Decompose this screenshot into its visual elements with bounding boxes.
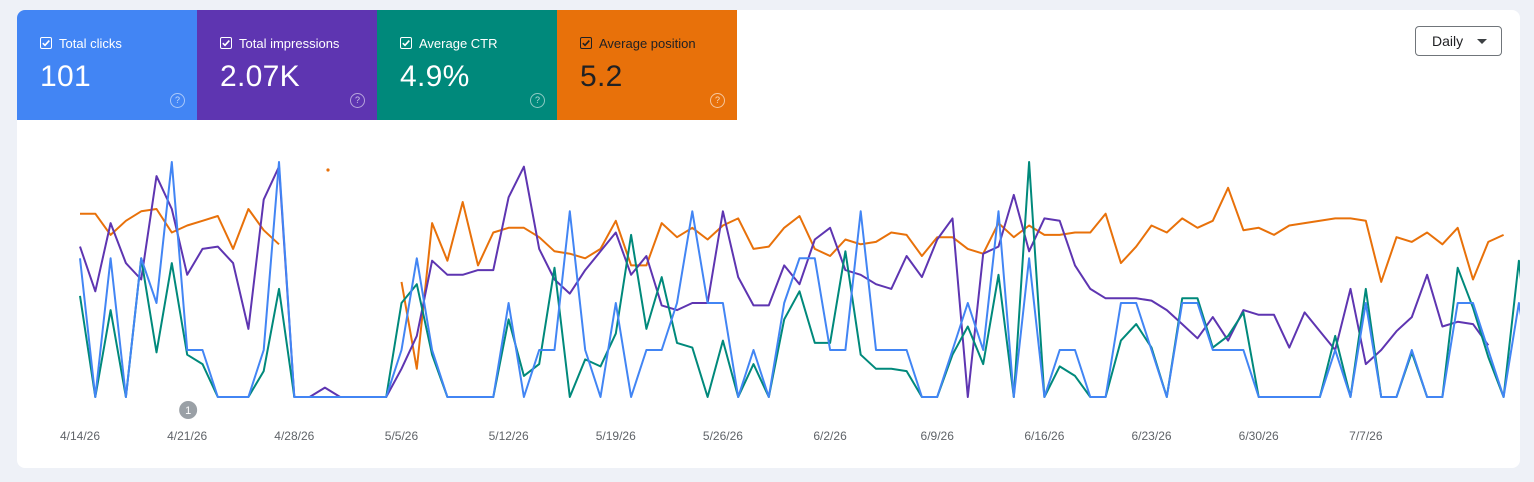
series-position-line-segment-2 (400, 186, 1505, 370)
metric-label: Total clicks (59, 35, 122, 51)
annotation-label: 1 (185, 405, 191, 417)
series-ctr-line (79, 161, 1520, 398)
performance-panel: Total clicks 101 ? Total impressions 2.0… (17, 10, 1520, 468)
x-tick-label: 7/7/26 (1349, 429, 1383, 443)
metric-label: Average CTR (419, 35, 498, 51)
dropdown-label: Daily (1432, 33, 1464, 49)
x-tick-label: 4/14/26 (60, 429, 100, 443)
x-tick-label: 6/16/26 (1024, 429, 1064, 443)
checkbox-checked-icon[interactable] (580, 37, 592, 49)
performance-chart[interactable]: 4/14/26 4/21/26 4/28/26 5/5/26 5/12/26 5/19/2… (17, 10, 1520, 468)
metric-card-clicks[interactable]: Total clicks 101 ? (17, 10, 197, 120)
metric-value: 101 (40, 60, 91, 93)
series-impressions-line (79, 165, 1490, 398)
caret-down-icon (1477, 39, 1487, 44)
metric-label: Average position (599, 35, 696, 51)
metric-card-impressions[interactable]: Total impressions 2.07K ? (197, 10, 377, 120)
series-position-point (326, 168, 330, 172)
metric-cards: Total clicks 101 ? Total impressions 2.0… (17, 10, 737, 120)
x-tick-label: 5/19/26 (596, 429, 636, 443)
x-tick-label: 5/26/26 (703, 429, 743, 443)
metric-card-position[interactable]: Average position 5.2 ? (557, 10, 737, 120)
help-icon[interactable]: ? (710, 93, 725, 108)
metric-label: Total impressions (239, 35, 340, 51)
x-tick-label: 6/30/26 (1239, 429, 1279, 443)
checkbox-checked-icon[interactable] (400, 37, 412, 49)
help-icon[interactable]: ? (350, 93, 365, 108)
metric-card-ctr[interactable]: Average CTR 4.9% ? (377, 10, 557, 120)
metric-value: 4.9% (400, 60, 470, 93)
checkbox-checked-icon[interactable] (40, 37, 52, 49)
x-tick-label: 6/2/26 (813, 429, 847, 443)
help-icon[interactable]: ? (170, 93, 185, 108)
x-tick-label: 5/12/26 (489, 429, 529, 443)
x-tick-label: 6/23/26 (1132, 429, 1172, 443)
series-clicks-line (79, 161, 1520, 398)
x-tick-label: 6/9/26 (921, 429, 955, 443)
metric-value: 2.07K (220, 60, 300, 93)
x-tick-label: 4/21/26 (167, 429, 207, 443)
x-tick-label: 4/28/26 (274, 429, 314, 443)
help-icon[interactable]: ? (530, 93, 545, 108)
date-granularity-dropdown[interactable]: Daily (1415, 26, 1502, 56)
checkbox-checked-icon[interactable] (220, 37, 232, 49)
x-tick-label: 5/5/26 (385, 429, 419, 443)
metric-value: 5.2 (580, 60, 623, 93)
annotation-marker[interactable]: 1 (179, 401, 198, 419)
